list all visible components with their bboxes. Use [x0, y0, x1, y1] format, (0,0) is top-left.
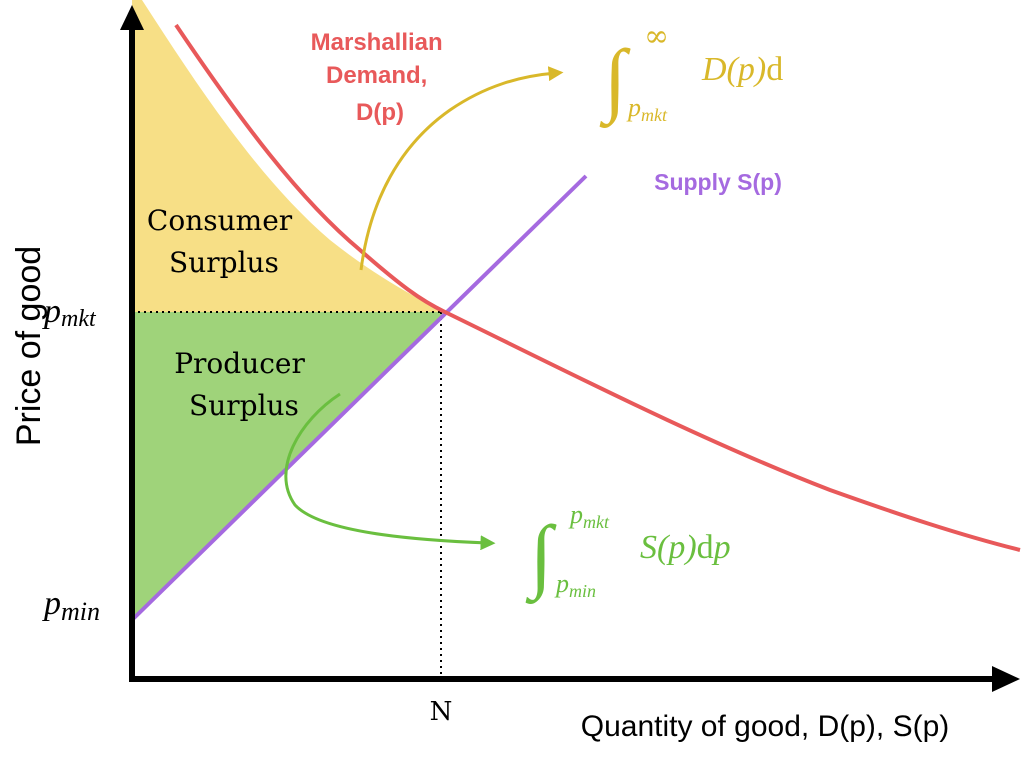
- supply-curve: [130, 174, 588, 622]
- y-axis-arrowhead: [120, 5, 144, 30]
- consumer-surplus-formula: ∫ ∞ pmkt D(p)d: [599, 19, 783, 128]
- consumer-integral-body: D(p)d: [701, 51, 783, 88]
- demand-label: Marshallian Demand, D(p): [311, 29, 450, 126]
- consumer-surplus-area: [132, 0, 445, 312]
- y-axis-label: Price of good: [10, 246, 48, 446]
- producer-surplus-formula: ∫ pmkt pmin S(p)dp: [525, 500, 731, 604]
- producer-integral-sign: ∫: [525, 509, 557, 604]
- x-axis-arrowhead: [992, 666, 1020, 692]
- consumer-integral-lower: pmkt: [626, 93, 668, 125]
- consumer-integral-sign: ∫: [599, 33, 631, 128]
- supply-label: Supply S(p): [654, 169, 782, 195]
- consumer-surplus-label: Consumer Surplus: [147, 204, 301, 279]
- producer-integral-body: S(p)dp: [640, 529, 731, 566]
- demand-curve: [174, 23, 1021, 552]
- consumer-integral-upper: ∞: [644, 19, 669, 54]
- producer-formula-arrow: [284, 392, 496, 551]
- producer-integral-upper: pmkt: [568, 500, 610, 532]
- x-axis-label: Quantity of good, D(p), S(p): [581, 710, 950, 743]
- n-tick-label: N: [430, 697, 453, 727]
- p-min-tick-label: pmin: [42, 585, 100, 626]
- consumer-formula-arrow: [359, 66, 564, 271]
- producer-surplus-label: Producer Surplus: [174, 347, 314, 422]
- p-mkt-tick-label: pmkt: [42, 293, 97, 332]
- producer-integral-lower: pmin: [554, 569, 596, 601]
